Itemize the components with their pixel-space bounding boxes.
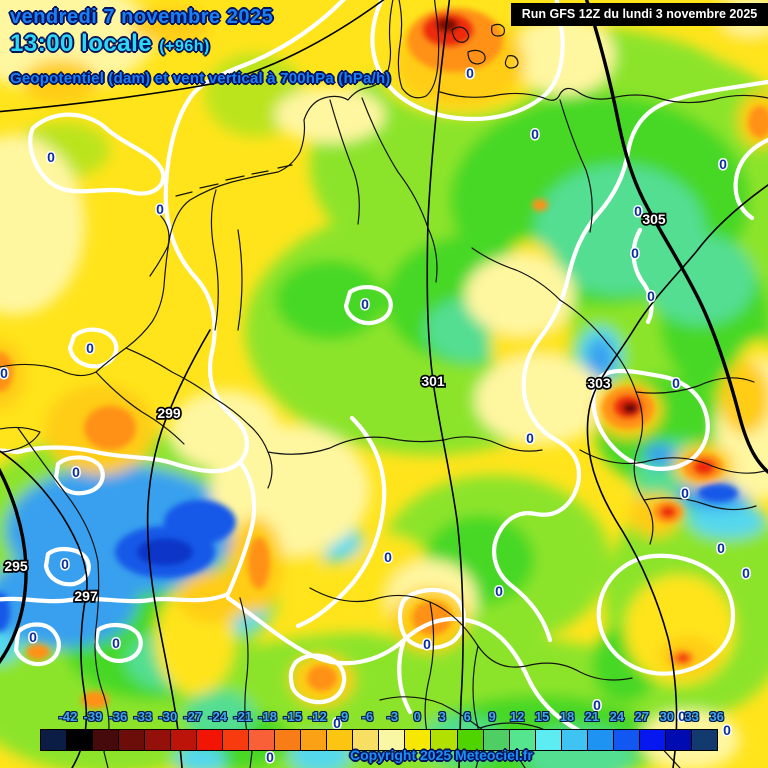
legend-value: -21 — [233, 709, 253, 724]
legend-value: 9 — [488, 709, 496, 724]
legend-cell — [509, 730, 536, 750]
legend-value: -15 — [283, 709, 302, 724]
zero-label: 0 — [361, 296, 369, 312]
zero-label: 0 — [466, 65, 474, 81]
zero-label: 0 — [72, 464, 80, 480]
legend-value: -18 — [258, 709, 277, 724]
model-run-banner: Run GFS 12Z du lundi 3 novembre 2025 — [511, 3, 768, 26]
legend-value: -36 — [108, 709, 128, 724]
legend-cell — [249, 730, 276, 750]
zero-label: 0 — [719, 156, 727, 172]
legend-color-bar — [40, 729, 718, 751]
zero-label: 0 — [266, 749, 274, 765]
geopotential-value-labels: 295 297 299 301 303 305 — [3, 209, 668, 605]
zero-label: 0 — [717, 540, 725, 556]
zero-label: 0 — [0, 365, 8, 381]
zero-label: 0 — [593, 697, 601, 713]
zero-label: 0 — [423, 636, 431, 652]
zero-label: 0 — [526, 430, 534, 446]
legend-cell — [171, 730, 198, 750]
legend-value: -39 — [83, 709, 103, 724]
legend-cell — [613, 730, 640, 750]
zero-label: 0 — [61, 556, 69, 572]
legend-value: 6 — [463, 709, 471, 724]
zero-label: 0 — [647, 288, 655, 304]
zero-label: 0 — [631, 245, 639, 261]
legend-value: -42 — [58, 709, 78, 724]
legend-value: -30 — [158, 709, 178, 724]
zero-label: 0 — [678, 708, 686, 724]
legend-cell — [483, 730, 510, 750]
zero-label: 0 — [531, 126, 539, 142]
zero-label: 0 — [681, 485, 689, 501]
legend-value: 33 — [684, 709, 699, 724]
legend-scale-labels: -42 -39 -36 -33 -30 -27 -24 -21 -18 -15 -12 -9 -6 -3 0… — [40, 709, 724, 726]
legend-cell — [327, 730, 354, 750]
legend-cell — [67, 730, 94, 750]
legend-cell — [639, 730, 666, 750]
zero-label: 0 — [495, 583, 503, 599]
legend-value: -27 — [183, 709, 203, 724]
legend-cell — [431, 730, 458, 750]
legend-value: -12 — [308, 709, 327, 724]
intense-cores — [0, 8, 768, 709]
geopotential-label: 297 — [74, 588, 98, 604]
legend-cell — [379, 730, 406, 750]
legend-value: 3 — [438, 709, 446, 724]
zero-label: 0 — [723, 722, 731, 738]
geopotential-label: 299 — [157, 405, 181, 421]
legend-value: -3 — [386, 709, 399, 724]
legend-value: 12 — [509, 709, 525, 724]
zero-label: 0 — [86, 340, 94, 356]
legend-cell — [457, 730, 484, 750]
legend-cell — [301, 730, 328, 750]
legend-cell — [691, 730, 717, 750]
legend-cell — [93, 730, 120, 750]
legend-cell — [535, 730, 562, 750]
legend-cell — [587, 730, 614, 750]
legend-value: -6 — [361, 709, 374, 724]
zero-label: 0 — [672, 375, 680, 391]
legend-cell — [145, 730, 172, 750]
legend-cell — [405, 730, 432, 750]
legend-value: 27 — [634, 709, 650, 724]
legend-cell — [353, 730, 380, 750]
legend-cell — [665, 730, 692, 750]
zero-label: 0 — [384, 549, 392, 565]
legend-cell — [197, 730, 224, 750]
legend-value: -9 — [336, 709, 349, 724]
zero-label: 0 — [29, 629, 37, 645]
legend-value: 36 — [709, 709, 724, 724]
zero-contour-labels: 0 0 0 0 0 0 0 0 0 0 0 0 0 0 0 0 0 0 0 0 0 0 0 0 0 0 0 0 — [0, 64, 752, 767]
legend-value: 15 — [534, 709, 550, 724]
copyright-notice: Copyright 2025 Meteociel.fr — [350, 747, 533, 763]
geopotential-label: 303 — [587, 375, 611, 391]
zero-label: 0 — [112, 635, 120, 651]
zero-label: 0 — [156, 201, 164, 217]
legend-cell — [41, 730, 68, 750]
legend-cell — [275, 730, 302, 750]
legend-cell — [223, 730, 250, 750]
legend-value: 0 — [413, 709, 421, 724]
legend-value: -24 — [208, 709, 228, 724]
zero-label: 0 — [742, 565, 750, 581]
legend-value: -33 — [133, 709, 153, 724]
legend-cell — [561, 730, 588, 750]
legend-value: 30 — [659, 709, 675, 724]
legend-value: 24 — [609, 709, 625, 724]
zero-label: 0 — [634, 203, 642, 219]
legend-cell — [119, 730, 146, 750]
legend-value: 21 — [584, 709, 600, 724]
geopotential-label: 301 — [421, 373, 445, 389]
geopotential-label: 305 — [642, 211, 666, 227]
zero-contour-lines — [0, 0, 768, 733]
zero-label: 0 — [333, 715, 341, 731]
zero-label: 0 — [47, 149, 55, 165]
legend-value: 18 — [559, 709, 575, 724]
geopotential-label: 295 — [4, 558, 28, 574]
